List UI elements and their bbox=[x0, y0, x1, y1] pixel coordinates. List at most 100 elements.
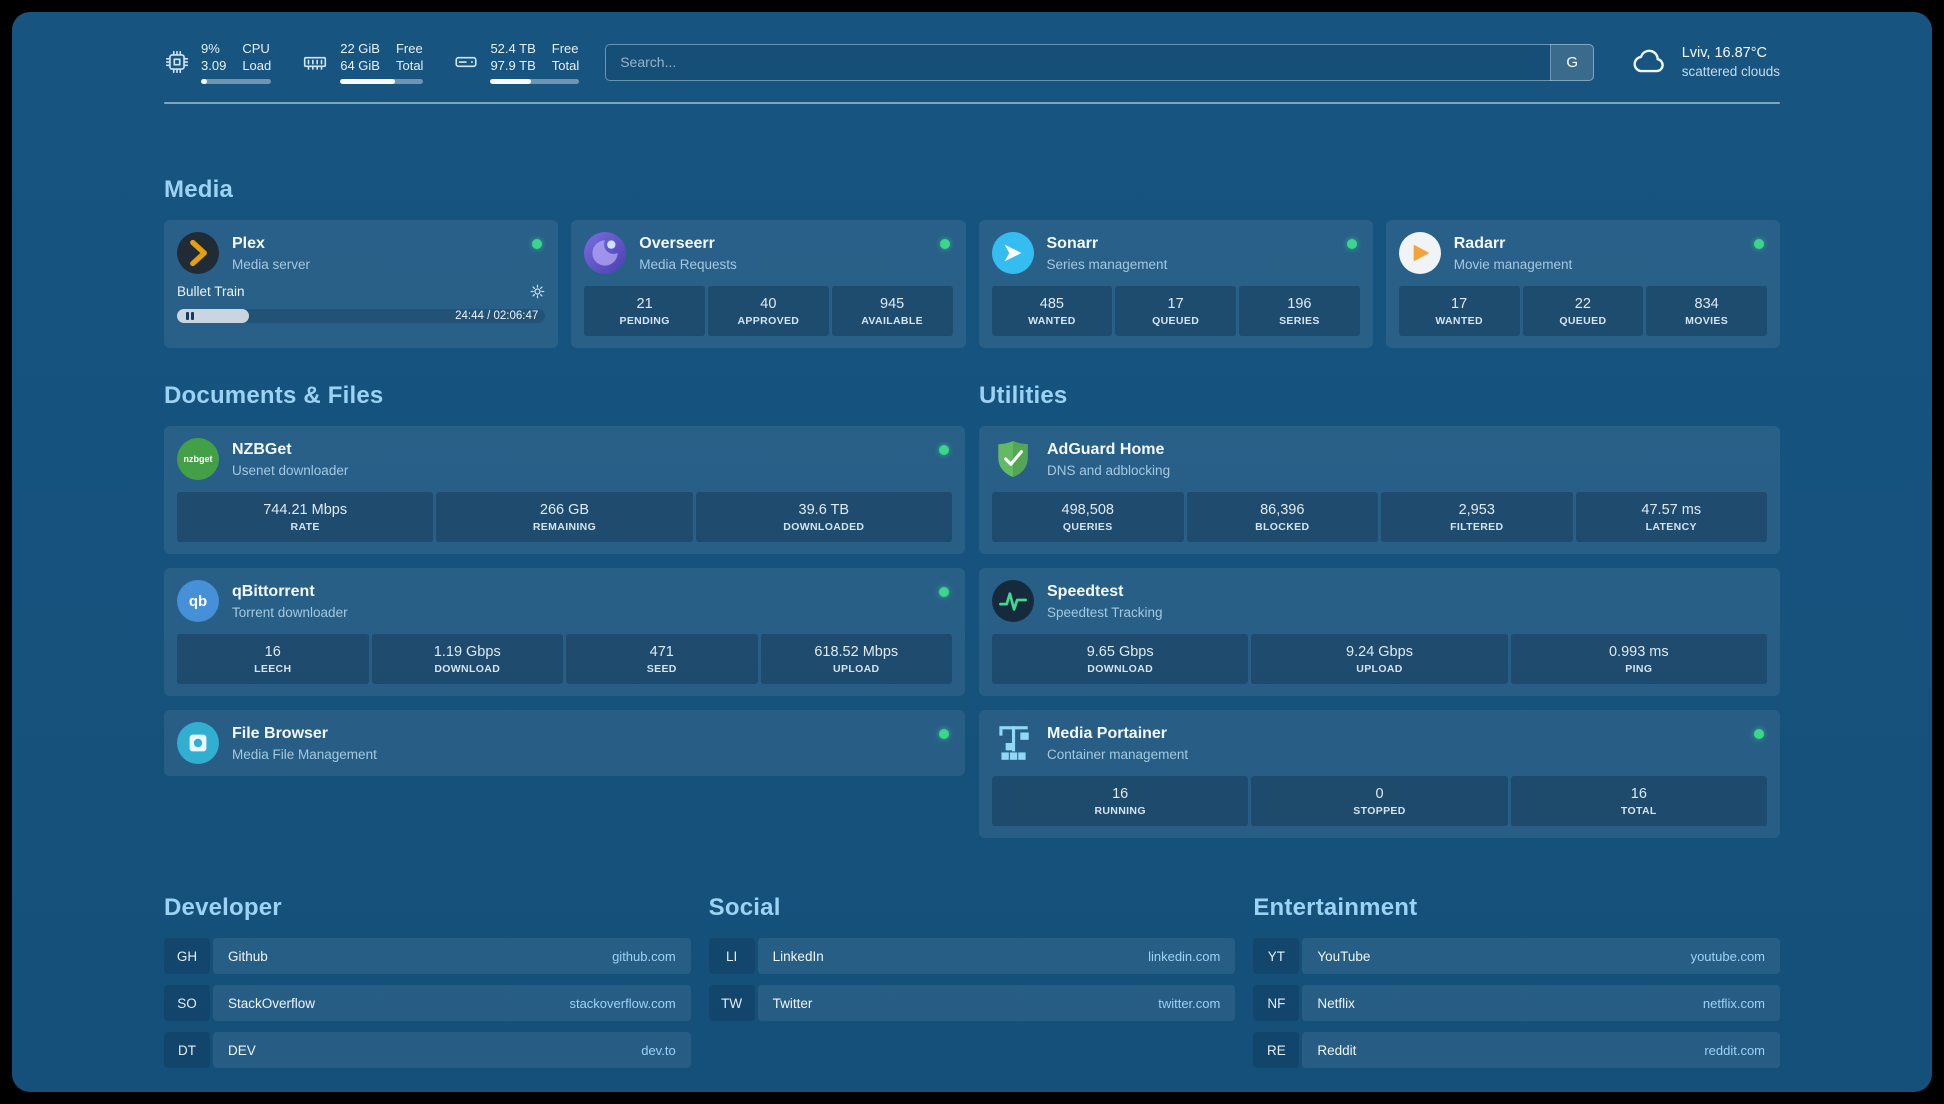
stat-label: REMAINING bbox=[532, 520, 597, 533]
playback-fill bbox=[177, 309, 249, 323]
service-name: Media Portainer bbox=[1047, 725, 1168, 743]
section-title-media: Media bbox=[164, 176, 234, 203]
stat-value: 0 bbox=[1375, 785, 1384, 802]
adguard-shield-icon bbox=[992, 438, 1034, 480]
stat-filtered: 2,953 FILTERED bbox=[1381, 492, 1573, 542]
service-card-qbittorrent[interactable]: qb qBittorrent Torrent downloader 16 LEE… bbox=[164, 568, 965, 696]
search-input[interactable] bbox=[605, 43, 1594, 81]
stat-label: BLOCKED bbox=[1255, 520, 1310, 533]
playback-progress-bar[interactable]: 24:44 / 02:06:47 bbox=[177, 308, 546, 324]
stat-label: UPLOAD bbox=[833, 662, 880, 675]
bookmark-twitter[interactable]: TW Twitter twitter.com bbox=[708, 985, 1236, 1021]
pause-icon[interactable] bbox=[186, 312, 194, 320]
bookmark-group-developer: Developer GH Github github.com SO StackO… bbox=[164, 894, 691, 1068]
stat-value: 1.19 Gbps bbox=[433, 643, 501, 660]
section-title-entertainment: Entertainment bbox=[1253, 894, 1418, 921]
stat-value: 40 bbox=[760, 295, 777, 312]
bookmark-stackoverflow[interactable]: SO StackOverflow stackoverflow.com bbox=[164, 985, 691, 1021]
status-dot bbox=[532, 239, 543, 249]
stat-label: QUEUED bbox=[1559, 314, 1607, 327]
bookmark-linkedin[interactable]: LI LinkedIn linkedin.com bbox=[708, 938, 1236, 974]
bookmark-pill: LinkedIn linkedin.com bbox=[757, 938, 1236, 974]
bookmark-reddit[interactable]: RE Reddit reddit.com bbox=[1253, 1032, 1781, 1068]
section-title-developer: Developer bbox=[164, 894, 282, 921]
search-widget: G bbox=[605, 43, 1594, 81]
stat-movies: 834 MOVIES bbox=[1646, 286, 1767, 336]
bookmark-url: stackoverflow.com bbox=[569, 995, 676, 1011]
weather-condition: scattered clouds bbox=[1681, 63, 1780, 79]
bookmark-pill: Netflix netflix.com bbox=[1302, 985, 1781, 1021]
bookmark-name: Github bbox=[228, 948, 268, 964]
disk-label-bottom: Total bbox=[551, 58, 580, 73]
stat-value: 86,396 bbox=[1260, 501, 1305, 518]
bookmark-abbr: NF bbox=[1253, 985, 1300, 1021]
service-card-sonarr[interactable]: Sonarr Series management 485 WANTED 17 Q… bbox=[978, 220, 1373, 348]
stat-download: 1.19 Gbps DOWNLOAD bbox=[371, 634, 563, 684]
service-subtitle: Media Requests bbox=[639, 256, 737, 272]
stat-wanted: 17 WANTED bbox=[1398, 286, 1520, 336]
service-subtitle: Media File Management bbox=[232, 746, 377, 762]
stat-value: 485 bbox=[1039, 295, 1064, 312]
section-title-utilities: Utilities bbox=[979, 382, 1068, 409]
service-subtitle: Series management bbox=[1046, 256, 1168, 272]
service-card-plex[interactable]: Plex Media server Bullet Train bbox=[164, 220, 559, 348]
service-card-portainer[interactable]: Media Portainer Container management 16 … bbox=[979, 710, 1780, 838]
status-dot bbox=[939, 729, 949, 739]
service-card-filebrowser[interactable]: File Browser Media File Management bbox=[164, 710, 965, 776]
service-card-nzbget[interactable]: nzbget NZBGet Usenet downloader 744.21 M… bbox=[164, 426, 965, 554]
disk-progress-fill bbox=[490, 79, 532, 84]
stat-label: RUNNING bbox=[1094, 804, 1146, 817]
cpu-progress-bar bbox=[201, 79, 272, 84]
disk-total-value: 97.9 TB bbox=[490, 58, 536, 73]
disk-free-value: 52.4 TB bbox=[490, 41, 536, 56]
stat-remaining: 266 GB REMAINING bbox=[436, 492, 693, 542]
cpu-label-top: CPU bbox=[242, 41, 270, 56]
bookmark-url: linkedin.com bbox=[1148, 948, 1221, 964]
service-subtitle: Container management bbox=[1047, 746, 1189, 762]
section-title-social: Social bbox=[708, 894, 781, 921]
weather-widget: Lviv, 16.87°C scattered clouds bbox=[1628, 43, 1780, 82]
stat-downloaded: 39.6 TB DOWNLOADED bbox=[695, 492, 952, 542]
bookmark-github[interactable]: GH Github github.com bbox=[164, 938, 691, 974]
stat-total: 16 TOTAL bbox=[1510, 776, 1767, 826]
service-name: Sonarr bbox=[1046, 235, 1099, 253]
stat-download: 9.65 Gbps DOWNLOAD bbox=[992, 634, 1249, 684]
stat-label: STOPPED bbox=[1353, 804, 1406, 817]
service-card-overseerr[interactable]: Overseerr Media Requests 21 PENDING 40 A… bbox=[571, 220, 966, 348]
stat-label: LATENCY bbox=[1645, 520, 1697, 533]
bookmark-dev[interactable]: DT DEV dev.to bbox=[164, 1032, 691, 1068]
service-card-speedtest[interactable]: Speedtest Speedtest Tracking 9.65 Gbps D… bbox=[979, 568, 1780, 696]
disk-progress-bar bbox=[490, 79, 580, 84]
stat-wanted: 485 WANTED bbox=[991, 286, 1113, 336]
plex-icon bbox=[177, 232, 219, 274]
stat-value: 47.57 ms bbox=[1641, 501, 1702, 518]
bookmark-netflix[interactable]: NF Netflix netflix.com bbox=[1253, 985, 1781, 1021]
stat-value: 22 bbox=[1574, 295, 1591, 312]
stat-queued: 22 QUEUED bbox=[1522, 286, 1644, 336]
cpu-usage-value: 9% bbox=[201, 41, 220, 56]
stat-available: 945 AVAILABLE bbox=[831, 286, 953, 336]
service-card-adguard[interactable]: AdGuard Home DNS and adblocking 498,508 … bbox=[979, 426, 1780, 554]
stat-label: MOVIES bbox=[1685, 314, 1729, 327]
stat-label: LEECH bbox=[254, 662, 292, 675]
stat-label: WANTED bbox=[1435, 314, 1483, 327]
service-card-radarr[interactable]: Radarr Movie management 17 WANTED 22 QUE… bbox=[1385, 220, 1780, 348]
section-media: Media Plex Media server bbox=[164, 176, 1780, 348]
bookmark-name: Reddit bbox=[1317, 1042, 1357, 1058]
search-provider-button[interactable]: G bbox=[1549, 43, 1594, 81]
stat-ping: 0.993 ms PING bbox=[1510, 634, 1767, 684]
gear-icon[interactable] bbox=[530, 284, 545, 299]
stat-value: 16 bbox=[1112, 785, 1129, 802]
stat-value: 0.993 ms bbox=[1608, 643, 1669, 660]
disk-icon bbox=[453, 49, 479, 75]
stat-value: 945 bbox=[880, 295, 905, 312]
bookmark-youtube[interactable]: YT YouTube youtube.com bbox=[1253, 938, 1781, 974]
stat-value: 17 bbox=[1167, 295, 1184, 312]
memory-progress-fill bbox=[340, 79, 396, 84]
top-bar: 9% 3.09 CPU Load bbox=[164, 40, 1780, 84]
section-documents: Documents & Files nzbget NZBGet Usenet d… bbox=[164, 382, 965, 838]
section-title-documents: Documents & Files bbox=[164, 382, 384, 409]
stat-label: DOWNLOADED bbox=[783, 520, 865, 533]
service-subtitle: Media server bbox=[232, 256, 311, 272]
stat-value: 2,953 bbox=[1458, 501, 1495, 518]
